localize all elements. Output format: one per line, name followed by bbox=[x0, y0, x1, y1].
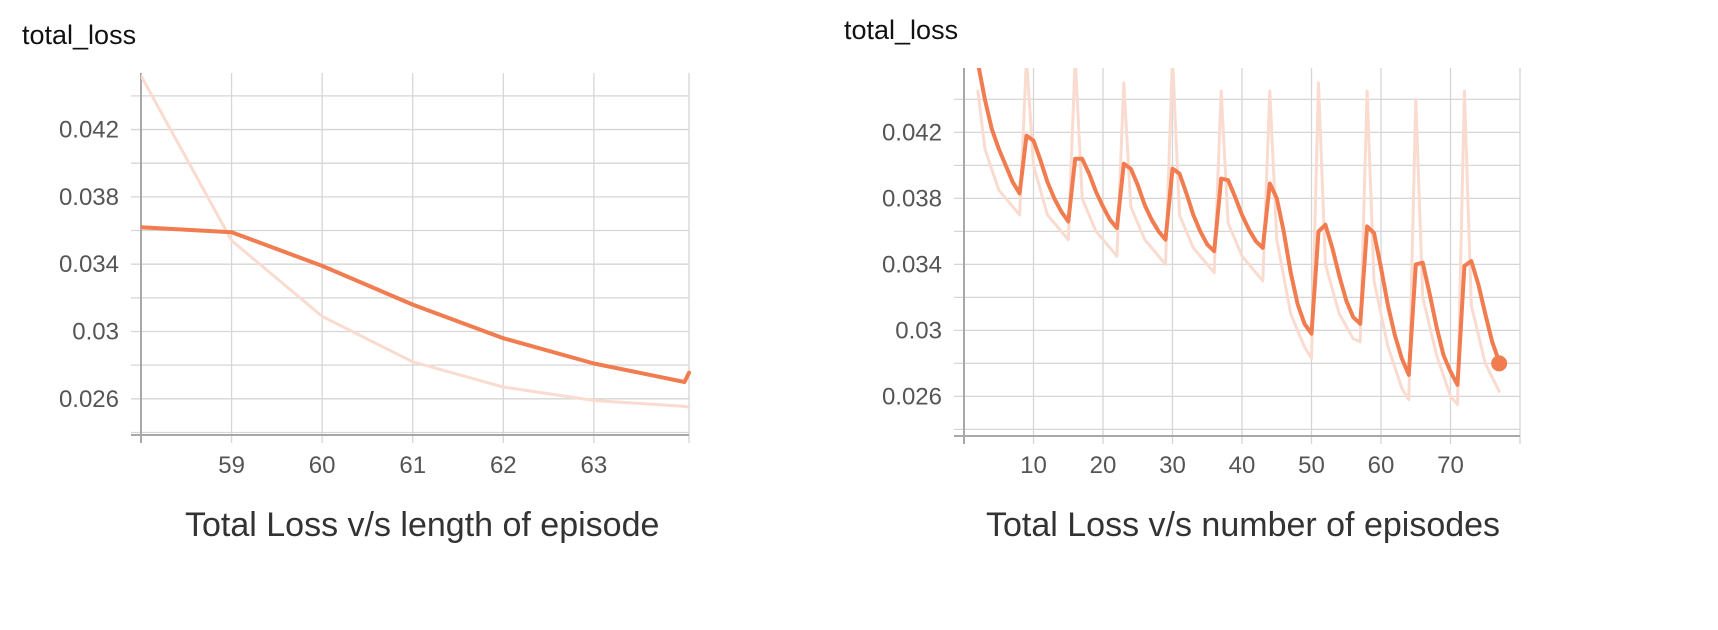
x-tick-label: 50 bbox=[1298, 452, 1325, 479]
chart-plot-right: 0.026 0.03 0.034 0.038 0.042 10 20 30 40 50 60 70 bbox=[0, 0, 1718, 500]
x-tick-label: 20 bbox=[1090, 452, 1117, 479]
y-tick-label: 0.034 bbox=[882, 251, 942, 278]
y-tick-label: 0.026 bbox=[882, 383, 942, 410]
x-tick-label: 60 bbox=[1368, 452, 1395, 479]
series-end-marker bbox=[1491, 355, 1507, 371]
chart-caption: Total Loss v/s number of episodes bbox=[986, 506, 1500, 545]
x-tick-label: 70 bbox=[1437, 452, 1464, 479]
x-tick-label: 40 bbox=[1229, 452, 1256, 479]
y-tick-label: 0.038 bbox=[882, 185, 942, 212]
x-tick-label: 30 bbox=[1159, 452, 1186, 479]
y-tick-label: 0.03 bbox=[895, 317, 942, 344]
chart-caption: Total Loss v/s length of episode bbox=[185, 506, 659, 545]
x-tick-label: 10 bbox=[1020, 452, 1047, 479]
y-tick-label: 0.042 bbox=[882, 119, 942, 146]
